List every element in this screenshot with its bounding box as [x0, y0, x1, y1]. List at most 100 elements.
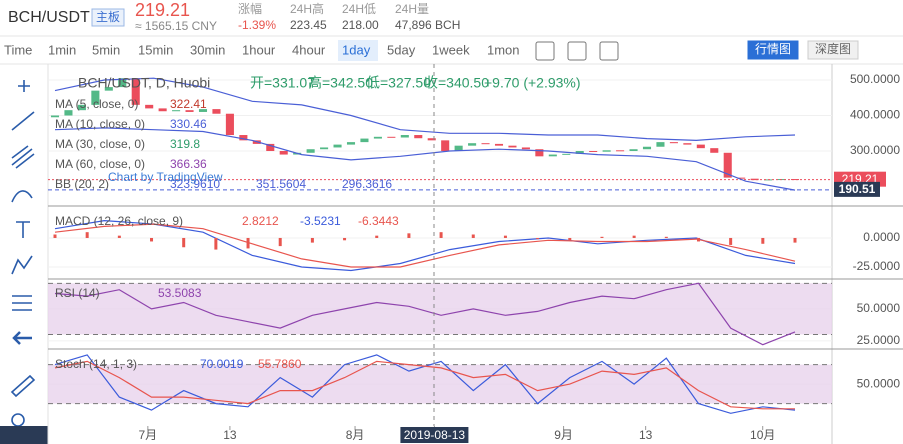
y-tick-label: 300.0000 — [850, 143, 900, 157]
indicator-line — [54, 219, 796, 272]
candle — [696, 144, 705, 149]
interval-button[interactable]: 1min — [48, 42, 76, 57]
candle — [414, 135, 423, 139]
candle — [118, 78, 127, 88]
y-tick-label: 500.0000 — [850, 72, 900, 86]
candle — [91, 90, 100, 105]
interval-button[interactable]: 1hour — [242, 42, 276, 57]
interval-button[interactable]: 1week — [432, 42, 470, 57]
interval-button[interactable]: 1day — [342, 42, 371, 57]
histogram-bar — [53, 234, 57, 238]
candle — [669, 142, 678, 144]
candle — [790, 179, 800, 181]
stat-value: -1.39% — [238, 18, 276, 32]
indicator-name: MA (5, close, 0) — [55, 97, 138, 111]
histogram-bar — [761, 237, 765, 244]
ruler-tool[interactable] — [10, 374, 36, 398]
histogram-bar — [85, 232, 89, 238]
histogram-bar — [150, 237, 154, 242]
stat-label: 24H量 — [395, 2, 429, 16]
text-tool[interactable] — [16, 221, 30, 238]
indicator-line — [54, 282, 796, 346]
line-tool[interactable] — [11, 111, 35, 131]
indicator-value: 296.3616 — [342, 177, 392, 191]
indicator-value: 323.9610 — [170, 177, 220, 191]
crosshair-date-box — [400, 427, 469, 443]
histogram-bar — [375, 235, 379, 238]
candle — [454, 145, 463, 152]
pane-legend-name: Stoch (14, 1, 3) — [55, 357, 137, 371]
interval-selected-bg — [338, 40, 378, 61]
interval-button[interactable]: 30min — [190, 42, 225, 57]
histogram-bar — [664, 236, 668, 238]
interval-button[interactable]: 5min — [92, 42, 120, 57]
histogram-bar — [182, 237, 186, 248]
histogram-bar — [632, 235, 636, 238]
histogram-bar — [246, 237, 250, 249]
indicator-value: 351.5604 — [256, 177, 306, 191]
candle — [306, 149, 315, 153]
stat-label: 涨幅 — [238, 1, 262, 16]
x-tick-label: 7月 — [138, 428, 157, 442]
candle — [225, 113, 234, 136]
candle — [562, 153, 571, 155]
cny-price: ≈ 1565.15 CNY — [135, 19, 217, 33]
legend-ohlc: 收=340.50 — [424, 75, 489, 91]
view-button[interactable]: 行情图 — [755, 42, 791, 56]
interval-button[interactable]: 5day — [387, 42, 416, 57]
sidebar — [10, 80, 36, 427]
pane-legend-name: MACD (12, 26, close, 9) — [55, 214, 183, 228]
x-tick-label: 10月 — [750, 428, 775, 442]
interval-button[interactable]: 4hour — [292, 42, 326, 57]
candle — [279, 151, 288, 155]
interval-button[interactable]: Time — [4, 42, 32, 57]
pattern-tool[interactable] — [11, 255, 33, 275]
marker-box — [834, 181, 880, 197]
y-tick-label: 400.0000 — [850, 108, 900, 122]
histogram-bar — [278, 237, 282, 247]
indicator-name: MA (30, close, 0) — [55, 137, 145, 151]
histogram-bar — [600, 236, 604, 238]
badge: 主板 — [96, 10, 120, 24]
legend-ohlc: 高=342.50 — [308, 75, 373, 91]
candle — [616, 150, 625, 152]
view-button[interactable]: 深度图 — [815, 41, 851, 56]
zoom-tool[interactable] — [11, 413, 25, 427]
badge-bg — [91, 8, 125, 27]
pane-legend-value: 70.0019 — [200, 357, 244, 371]
crosshair-tool[interactable] — [18, 80, 30, 92]
channel-tool[interactable] — [11, 145, 35, 169]
header-bg — [0, 0, 903, 36]
x-tick-label: 13 — [639, 428, 653, 442]
sidebar-footer — [0, 426, 48, 444]
candle — [104, 87, 113, 91]
histogram-bar — [696, 237, 700, 242]
candle — [145, 104, 154, 109]
fib-tool[interactable] — [12, 295, 32, 311]
view-button-bg[interactable] — [747, 40, 799, 60]
candle — [400, 135, 409, 138]
last-price: 219.21 — [135, 0, 190, 20]
tool-icon[interactable] — [567, 41, 587, 61]
stat-label: 24H高 — [290, 1, 324, 16]
view-button-bg[interactable] — [807, 40, 859, 60]
histogram-bar — [536, 237, 540, 240]
tool-icon[interactable] — [535, 41, 555, 61]
candle — [212, 109, 221, 114]
indicator-line — [54, 223, 796, 268]
candle — [481, 143, 490, 145]
pane-legend-value: -3.5231 — [300, 214, 341, 228]
candle — [131, 78, 140, 105]
candle — [266, 143, 275, 152]
candle — [320, 147, 329, 150]
back-tool[interactable] — [12, 331, 32, 345]
pane-legend-name: RSI (14) — [55, 286, 100, 300]
tool-icon[interactable] — [599, 41, 619, 61]
interval-button[interactable]: 15min — [138, 42, 173, 57]
interval-button[interactable]: 1mon — [487, 42, 520, 57]
candle — [494, 143, 504, 146]
candle — [158, 108, 167, 112]
brush-tool[interactable] — [11, 190, 33, 203]
candle — [346, 142, 356, 145]
